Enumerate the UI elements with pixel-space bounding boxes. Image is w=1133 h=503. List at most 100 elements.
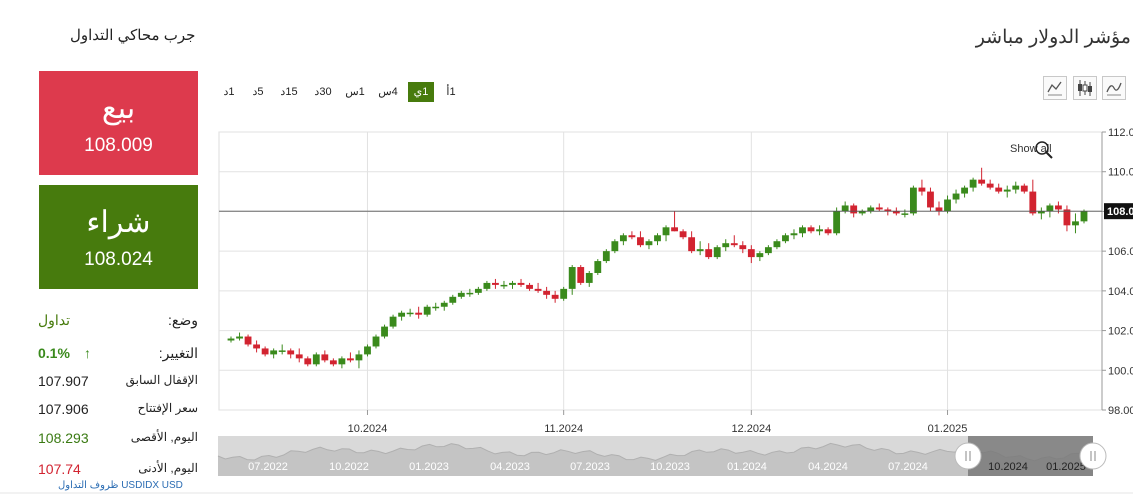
candle-body <box>278 350 286 352</box>
candle <box>227 336 235 343</box>
zoom-icon[interactable] <box>1035 141 1053 159</box>
candle <box>509 280 516 289</box>
candle-body <box>807 227 815 232</box>
candle-body <box>850 205 858 214</box>
show-all-link[interactable]: Show all <box>1010 143 1052 155</box>
candle <box>645 239 653 250</box>
candle-body <box>952 193 960 200</box>
candle <box>713 245 721 260</box>
x-axis: 10.2024 11.2024 12.2024 01.2025 <box>348 410 967 435</box>
candle-body <box>517 282 525 285</box>
prev-close-value: 107.907 <box>38 373 89 389</box>
x-tick-label: 10.2024 <box>348 423 388 435</box>
candle-body <box>483 282 491 289</box>
candle-body <box>261 348 269 355</box>
candle-body <box>466 292 474 295</box>
candle <box>807 225 815 234</box>
candle-body <box>969 179 977 188</box>
candle <box>858 209 866 216</box>
change-row: التغيير: 0.1% ↑ <box>38 345 198 367</box>
ohlc-bar-button[interactable] <box>1102 76 1126 100</box>
candle <box>483 280 491 291</box>
candle <box>1080 209 1088 224</box>
candle-body <box>722 243 730 248</box>
navigator-label: 01.2025 <box>1046 461 1086 473</box>
candle-body <box>671 227 678 232</box>
candle <box>722 239 730 252</box>
navigator-label: 01.2024 <box>727 461 767 473</box>
open-label: سعر الإفتتاح <box>137 401 198 415</box>
sell-price: 108.009 <box>84 135 153 156</box>
candle-body <box>986 183 994 188</box>
candle-body <box>287 350 295 355</box>
candle <box>944 195 951 214</box>
candle-body <box>944 199 951 212</box>
candle <box>457 290 465 299</box>
candle-body <box>961 187 968 194</box>
candle-body <box>935 207 943 212</box>
candle-body <box>1020 185 1028 192</box>
candle <box>423 304 431 317</box>
timeframe-1d[interactable]: 1ي <box>408 82 434 102</box>
candle <box>662 225 670 242</box>
buy-button[interactable]: شراء 108.024 <box>39 185 198 289</box>
candle <box>594 259 602 275</box>
candle-body <box>329 360 337 365</box>
prev-close-row: الإقفال السابق 107.907 <box>38 373 198 395</box>
candle <box>969 177 977 192</box>
candle <box>492 278 499 289</box>
y-tick-label: 112.000 <box>1108 127 1133 139</box>
candle <box>1063 205 1071 232</box>
candle <box>389 314 397 329</box>
candle <box>372 334 380 349</box>
candle <box>696 241 704 256</box>
candle <box>526 282 533 291</box>
low-label: اليوم, الأدنى <box>138 461 198 475</box>
candle <box>935 201 943 216</box>
sell-label: بيع <box>101 92 136 125</box>
candle-body <box>304 358 312 365</box>
candle <box>637 231 644 248</box>
candle-body <box>1029 191 1037 214</box>
timeframe-1m[interactable]: 1أ <box>446 86 456 98</box>
candle-body <box>312 354 320 365</box>
candle <box>952 189 960 204</box>
candle <box>799 225 806 238</box>
candle-body <box>500 284 508 287</box>
navigator-handle[interactable] <box>954 442 982 470</box>
timeframe-1h[interactable]: 1س <box>345 86 365 98</box>
timeframe-15min[interactable]: 15د <box>280 86 298 98</box>
timeframe-1min[interactable]: 1د <box>223 86 235 98</box>
line-chart-icon <box>1047 81 1062 96</box>
candle <box>1003 185 1011 198</box>
candle <box>619 233 627 246</box>
candle <box>432 302 440 311</box>
candle-body <box>321 354 329 361</box>
trading-conditions-link[interactable]: ظروف التداول <box>58 480 119 491</box>
candle-body <box>543 290 551 295</box>
candle <box>671 211 678 232</box>
candle-body <box>782 235 789 242</box>
candle-body <box>978 179 986 184</box>
timeframe-toolbar: 1أ 1ي 4س 1س 30د 15د 5د 1د <box>219 82 459 102</box>
candlestick-button[interactable] <box>1073 76 1097 100</box>
navigator-label: 04.2023 <box>490 461 530 473</box>
candle <box>764 245 772 256</box>
candle-body <box>1054 205 1062 210</box>
candle-body <box>645 241 653 246</box>
candle <box>406 308 414 317</box>
timeframe-5min[interactable]: 5د <box>252 86 264 98</box>
candle <box>466 288 474 297</box>
sell-button[interactable]: بيع 108.009 <box>39 71 198 175</box>
line-chart-button[interactable] <box>1043 76 1067 100</box>
candle-body <box>1003 189 1011 192</box>
timeframe-4h[interactable]: 4س <box>378 86 398 98</box>
navigator-handle[interactable] <box>1079 442 1107 470</box>
try-simulator-link[interactable]: جرب محاكي التداول <box>70 27 196 44</box>
candle <box>236 332 243 341</box>
candle <box>398 310 406 321</box>
candle <box>824 227 832 236</box>
timeframe-30min[interactable]: 30د <box>314 86 332 98</box>
y-tick-label: 100.000 <box>1108 365 1133 377</box>
